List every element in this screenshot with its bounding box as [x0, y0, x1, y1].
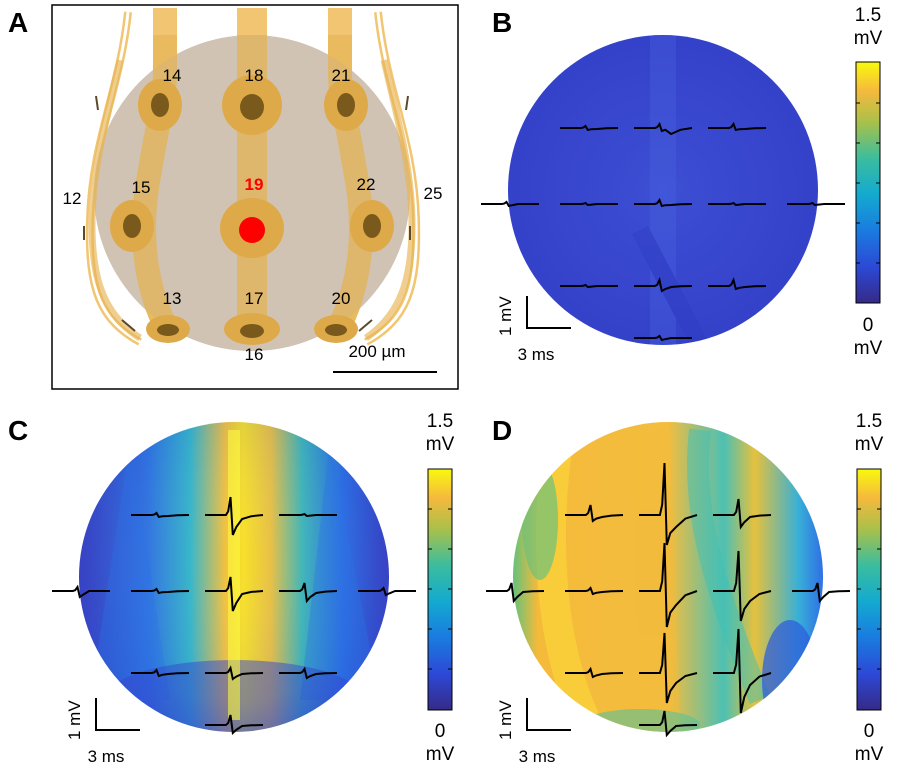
scalebar-c-horizontal: 3 ms — [88, 747, 125, 766]
panel-letter-b: B — [492, 7, 512, 38]
electrode-label-17: 17 — [245, 289, 264, 308]
trace-c-8 — [131, 668, 190, 678]
colorbar-b-min: 0 — [863, 315, 874, 336]
colorbar-d-max: 1.5 — [856, 411, 882, 432]
panel-b-scalebar: 1 mV 3 ms — [496, 296, 571, 364]
scalebar-b-horizontal: 3 ms — [518, 345, 555, 364]
electrode-label-22: 22 — [357, 175, 376, 194]
trace-d-7 — [792, 582, 851, 604]
trace-d-10 — [713, 628, 772, 714]
electrode-label-20: 20 — [332, 289, 351, 308]
panel-a: 14 18 21 15 19 22 13 17 20 16 12 25 200 … — [51, 4, 459, 390]
scalebar-b-vertical: 1 mV — [496, 296, 515, 336]
colorbar-c-max: 1.5 — [427, 411, 453, 432]
trace-b-2 — [708, 121, 767, 132]
trace-c-9 — [205, 665, 264, 681]
trace-d-6 — [713, 550, 772, 622]
electrode-label-12: 12 — [63, 189, 82, 208]
highlighted-site-dot — [239, 217, 265, 243]
trace-c-3 — [52, 584, 110, 599]
scalebar-c-vertical: 1 mV — [65, 700, 84, 740]
length-scale-label: 200 µm — [348, 342, 405, 361]
trace-b-8 — [560, 283, 618, 289]
electrode-label-15: 15 — [132, 178, 151, 197]
colorbar-d-min: 0 — [864, 721, 875, 742]
trace-b-7 — [787, 201, 845, 207]
colorbar-b-max: 1.5 — [855, 5, 881, 26]
electrode-label-19: 19 — [245, 175, 264, 194]
panel-c-heatmap — [79, 422, 389, 732]
colorbar-c-min: 0 — [435, 721, 446, 742]
trace-d-1 — [639, 462, 698, 546]
trace-c-4 — [131, 587, 190, 595]
trace-d-4 — [565, 586, 624, 596]
scalebar-d-horizontal: 3 ms — [519, 747, 556, 766]
trace-c-7 — [358, 586, 416, 597]
electrode-sites — [83, 75, 411, 345]
trace-c-2 — [279, 512, 337, 518]
trace-b-9 — [634, 276, 693, 293]
colorbar-d-min-unit: mV — [855, 744, 884, 765]
electrode-label-18: 18 — [245, 66, 264, 85]
electrode-label-16: 16 — [245, 345, 264, 364]
colorbar-b-max-unit: mV — [854, 28, 883, 49]
panel-c-scalebar: 1 mV 3 ms — [65, 698, 140, 766]
trace-c-1 — [205, 496, 264, 536]
panel-b-traces — [481, 121, 845, 342]
trace-d-2 — [713, 498, 772, 530]
trace-b-5 — [634, 197, 693, 208]
electrode-label-21: 21 — [332, 66, 351, 85]
trace-b-1 — [634, 121, 693, 136]
trace-d-0 — [565, 504, 624, 523]
trace-d-9 — [639, 632, 698, 704]
trace-c-5 — [205, 576, 264, 612]
electrode-label-13: 13 — [163, 289, 182, 308]
electrode-label-25: 25 — [424, 184, 443, 203]
electrode-label-14: 14 — [163, 66, 182, 85]
panel-c-traces — [52, 496, 416, 736]
panel-letter-d: D — [492, 415, 512, 446]
colorbar-d-max-unit: mV — [855, 434, 884, 455]
trace-d-3 — [486, 582, 545, 604]
trace-d-5 — [639, 542, 698, 628]
trace-b-10 — [708, 277, 767, 291]
panel-d-colorbar: 1.5 mV 0 mV — [855, 411, 884, 765]
trace-d-11 — [639, 710, 698, 738]
panel-letter-a: A — [8, 7, 28, 38]
colorbar-b-min-unit: mV — [854, 338, 883, 359]
trace-b-0 — [560, 124, 619, 132]
trace-b-6 — [708, 201, 766, 207]
panel-letter-c: C — [8, 415, 28, 446]
panel-b-colorbar: 1.5 mV 0 mV — [854, 5, 883, 359]
colorbar-c-max-unit: mV — [426, 434, 455, 455]
panel-b-heatmap — [508, 35, 818, 345]
panel-d-heatmap — [513, 422, 823, 732]
trace-b-11 — [634, 334, 692, 342]
trace-c-11 — [205, 714, 264, 736]
trace-b-3 — [481, 200, 539, 208]
panel-c-colorbar: 1.5 mV 0 mV — [426, 411, 455, 765]
scalebar-d-vertical: 1 mV — [496, 700, 515, 740]
panel-d-traces — [486, 462, 851, 738]
trace-c-0 — [131, 511, 190, 519]
trace-b-4 — [560, 201, 618, 207]
colorbar-c-min-unit: mV — [426, 744, 455, 765]
trace-d-8 — [565, 666, 624, 679]
trace-c-6 — [279, 582, 338, 604]
panel-d-scalebar: 1 mV 3 ms — [496, 698, 571, 766]
trace-c-10 — [279, 666, 338, 680]
